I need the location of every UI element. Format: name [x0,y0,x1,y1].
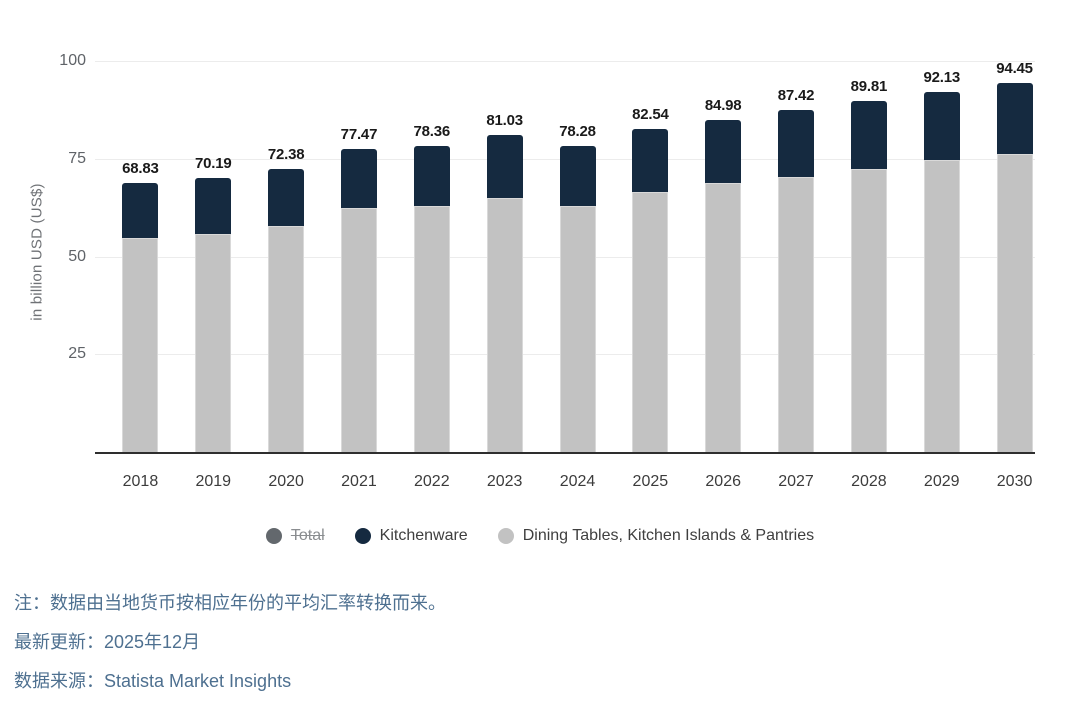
footnote-last-update: 最新更新：2025年12月 [14,632,201,652]
legend-swatch-icon [497,528,514,544]
bar-segment-dining-2024[interactable] [559,206,596,452]
x-axis-label-2023: 2023 [486,473,523,490]
x-axis-label-2021: 2021 [341,473,377,490]
bar-total-label-2024: 78.28 [559,122,596,140]
chart-legend: Total Kitchenware Dining Tables, Kitchen I… [0,527,1080,545]
x-axis-label-2022: 2022 [414,473,450,490]
bar-segment-kitchenware-2030[interactable] [996,82,1033,155]
bar-segment-kitchenware-2028[interactable] [850,100,887,169]
x-axis-label-2019: 2019 [195,473,232,490]
stacked-bar-chart: in billion USD (US$) 25 50 75 100 68.83 2018 7… [0,52,1080,545]
bar-segment-kitchenware-2023[interactable] [486,135,523,199]
bar-segment-dining-2018[interactable] [122,238,159,452]
bar-segment-kitchenware-2022[interactable] [413,145,450,207]
bar-total-label-2027: 87.42 [777,87,815,105]
bar-segment-kitchenware-2027[interactable] [778,110,815,178]
y-tick-label-100: 100 [59,52,86,69]
footnote-source: 数据来源：Statista Market Insights [14,671,292,691]
bar-segment-kitchenware-2020[interactable] [268,168,305,226]
bar-segment-kitchenware-2019[interactable] [195,177,232,235]
bar-total-label-2026: 84.98 [704,96,742,114]
x-axis-label-2018: 2018 [122,473,159,490]
footnote-note: 注：数据由当地货币按相应年份的平均汇率转换而来。 [14,593,446,613]
x-axis-line [95,452,1035,454]
bar-total-label-2023: 81.03 [486,112,523,130]
legend-item-total[interactable]: Total [265,527,325,545]
legend-label: Total [290,527,325,544]
legend-item-kitchenware[interactable]: Kitchenware [354,527,468,545]
bar-segment-dining-2029[interactable] [923,159,960,452]
legend-label: Kitchenware [379,527,468,544]
x-axis-label-2029: 2029 [923,473,960,490]
bar-segment-kitchenware-2029[interactable] [923,91,960,160]
bar-segment-dining-2020[interactable] [268,226,305,452]
bar-segment-dining-2030[interactable] [996,154,1033,452]
bar-segment-kitchenware-2018[interactable] [122,182,159,239]
legend-label: Dining Tables, Kitchen Islands & Pantrie… [522,527,815,544]
x-axis-label-2030: 2030 [996,473,1033,490]
bar-total-label-2022: 78.36 [413,122,451,140]
bar-segment-kitchenware-2024[interactable] [559,145,596,207]
bar-segment-dining-2028[interactable] [850,168,887,452]
bar-total-label-2029: 92.13 [923,68,960,86]
y-tick-label-75: 75 [68,149,86,167]
bar-total-label-2018: 68.83 [122,159,159,177]
x-axis-label-2025: 2025 [632,473,669,490]
bar-total-label-2025: 82.54 [632,106,669,124]
y-tick-label-25: 25 [68,345,86,363]
bar-segment-dining-2022[interactable] [413,206,450,452]
legend-item-dining-tables-kitchen-islands-pantries[interactable]: Dining Tables, Kitchen Islands & Pantrie… [497,527,815,545]
x-axis-label-2020: 2020 [268,473,304,490]
legend-swatch-icon [265,528,282,544]
bar-total-label-2020: 72.38 [267,145,305,163]
bar-segment-dining-2027[interactable] [778,177,815,452]
bar-total-label-2028: 89.81 [850,77,888,95]
bar-total-label-2021: 77.47 [340,126,378,144]
x-axis-label-2027: 2027 [778,473,814,490]
y-tick-label-50: 50 [68,247,86,265]
bar-segment-kitchenware-2021[interactable] [340,149,377,209]
bar-segment-dining-2019[interactable] [195,234,232,452]
chart-footnotes: 注：数据由当地货币按相应年份的平均汇率转换而来。 最新更新：2025年12月 数… [14,592,446,709]
bar-total-label-2030: 94.45 [996,59,1033,77]
gridline-100 [95,61,1035,62]
bar-segment-dining-2026[interactable] [705,183,742,452]
x-axis-label-2026: 2026 [705,473,741,490]
bar-segment-dining-2021[interactable] [340,208,377,452]
bar-segment-dining-2023[interactable] [486,198,523,452]
bar-segment-dining-2025[interactable] [632,192,669,452]
x-axis-label-2024: 2024 [559,473,596,490]
bar-segment-kitchenware-2025[interactable] [632,129,669,193]
bar-total-label-2019: 70.19 [194,154,232,172]
bar-segment-kitchenware-2026[interactable] [705,119,742,184]
legend-swatch-icon [354,528,371,544]
x-axis-label-2028: 2028 [851,473,887,490]
